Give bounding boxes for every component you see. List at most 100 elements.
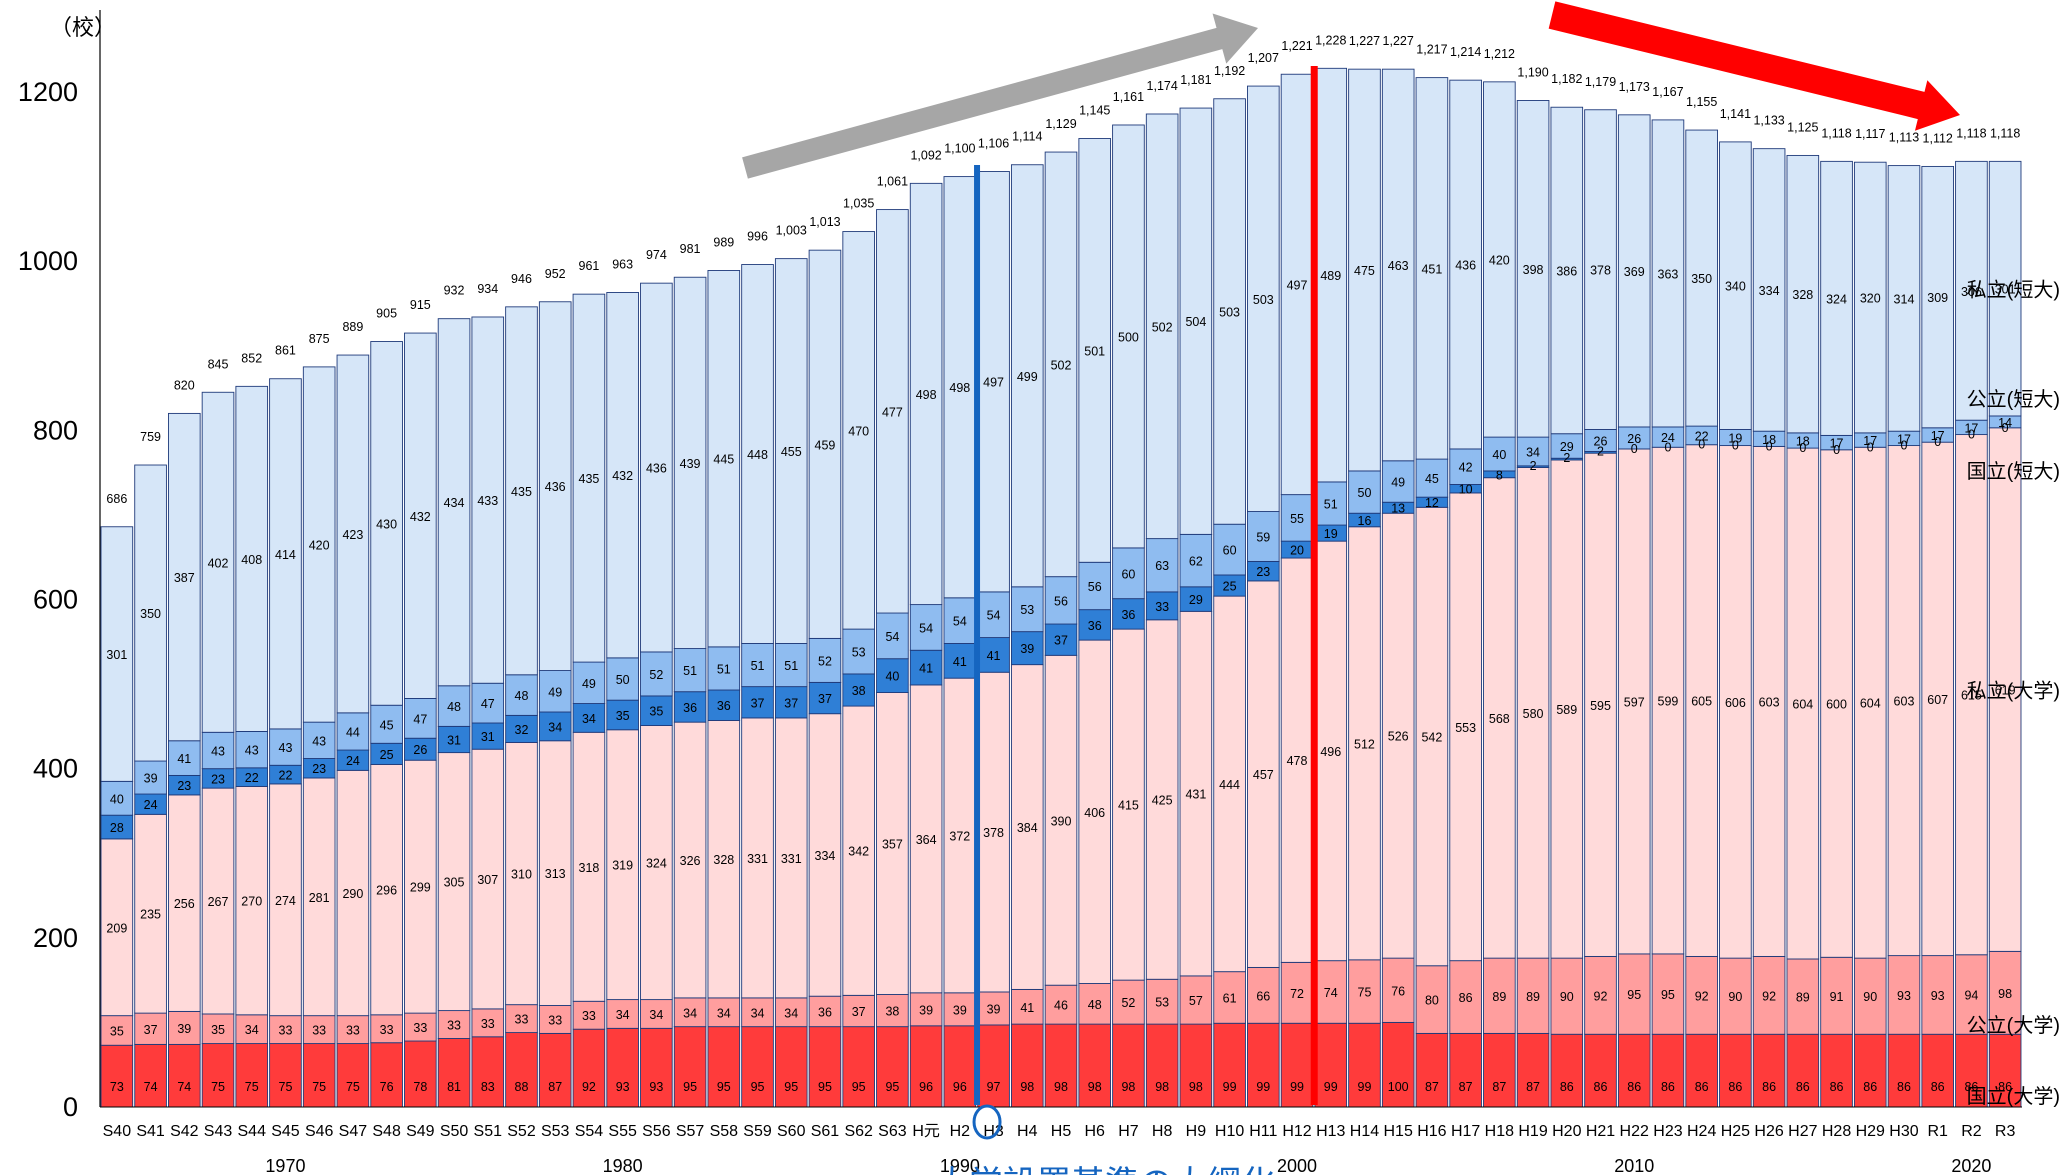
- segment-label: 75: [279, 1080, 293, 1094]
- bar-segment: [1415, 965, 1449, 1034]
- segment-label: 498: [949, 381, 970, 395]
- segment-label: 87: [548, 1080, 562, 1094]
- segment-label: 95: [683, 1080, 697, 1094]
- x-tick-label: S48: [372, 1123, 401, 1140]
- bar-segment: [1314, 1022, 1348, 1108]
- bar-segment: [404, 332, 437, 699]
- bar-segment: [1685, 1033, 1718, 1108]
- total-label: 1,100: [944, 142, 975, 156]
- segment-label: 98: [1189, 1080, 1203, 1094]
- bar-segment: [370, 1042, 403, 1108]
- bar-segment: [1820, 160, 1853, 436]
- total-label: 1,114: [1012, 130, 1042, 144]
- segment-label: 526: [1388, 730, 1409, 744]
- bar-segment: [808, 637, 842, 683]
- bar-group: [640, 282, 673, 1108]
- segment-label: 24: [144, 798, 158, 812]
- segment-label: 23: [312, 762, 326, 776]
- x-tick-label: H20: [1552, 1123, 1581, 1140]
- segment-label: 26: [1594, 434, 1608, 448]
- bar-segment: [943, 597, 977, 644]
- bar-segment: [1853, 957, 1887, 1035]
- segment-label: 50: [616, 673, 630, 687]
- segment-label: 34: [717, 1006, 731, 1020]
- segment-label: 35: [616, 709, 630, 723]
- segment-label: 34: [683, 1006, 697, 1020]
- bar-segment: [1415, 77, 1449, 460]
- bar-segment: [235, 385, 269, 732]
- x-tick-label: S52: [507, 1123, 536, 1140]
- segment-label: 52: [649, 668, 663, 682]
- bar-segment: [1010, 988, 1044, 1025]
- bar-segment: [943, 992, 977, 1027]
- bar-group: [606, 292, 639, 1108]
- bar-segment: [1348, 959, 1381, 1024]
- segment-label: 36: [818, 1005, 832, 1019]
- segment-label: 18: [1796, 434, 1810, 448]
- bar-segment: [538, 301, 572, 671]
- bar-segment: [134, 813, 167, 1014]
- x-tick-label: H22: [1620, 1123, 1649, 1140]
- bar-segment: [1044, 151, 1078, 578]
- segment-label: 99: [1256, 1080, 1270, 1094]
- segment-label: 31: [481, 730, 495, 744]
- segment-label: 435: [511, 485, 532, 499]
- bar-segment: [100, 838, 134, 1017]
- bar-segment: [606, 292, 639, 659]
- segment-label: 33: [481, 1017, 495, 1031]
- segment-label: 55: [1290, 512, 1304, 526]
- segment-label: 235: [140, 908, 161, 922]
- bar-segment: [134, 1043, 167, 1108]
- segment-label: 29: [1560, 440, 1574, 454]
- bar-segment: [471, 748, 505, 1010]
- bar-segment: [1247, 580, 1280, 968]
- bar-segment: [808, 1026, 842, 1108]
- bar-segment: [1348, 470, 1381, 514]
- bar-segment: [606, 729, 639, 1001]
- segment-label: 86: [1964, 1080, 1978, 1094]
- segment-label: 342: [848, 845, 869, 859]
- segment-label: 17: [1964, 421, 1978, 435]
- segment-label: 504: [1185, 315, 1206, 329]
- bar-group: [134, 464, 167, 1108]
- segment-label: 463: [1388, 259, 1409, 273]
- bar-segment: [640, 282, 673, 653]
- segment-label: 477: [882, 405, 903, 419]
- segment-label: 40: [110, 792, 124, 806]
- bar-segment: [1381, 1021, 1415, 1108]
- bar-segment: [168, 794, 201, 1012]
- segment-label: 499: [1017, 370, 1038, 384]
- bar-segment: [1044, 1023, 1078, 1108]
- segment-label: 501: [1084, 344, 1105, 358]
- x-axis: S40 S41 S42 S43 S44 S45 S46 S47 S48 S49 S50 S51 S52 S…: [100, 1106, 2022, 1175]
- total-label: 996: [747, 230, 768, 244]
- bar-segment: [1887, 165, 1921, 432]
- segment-label: 54: [953, 615, 967, 629]
- segment-label: 310: [511, 868, 532, 882]
- segment-label: 436: [646, 462, 667, 476]
- segment-label: 603: [1759, 695, 1780, 709]
- segment-label: 604: [1792, 698, 1813, 712]
- segment-label: 296: [376, 884, 397, 898]
- segment-label: 319: [612, 859, 633, 873]
- bar-segment: [134, 760, 167, 795]
- segment-label: 209: [106, 921, 127, 935]
- bar-segment: [269, 783, 302, 1017]
- bar-segment: [1752, 955, 1786, 1035]
- segment-label: 47: [413, 712, 427, 726]
- segment-label: 92: [582, 1080, 596, 1094]
- total-label: 1,061: [877, 175, 908, 189]
- segment-label: 420: [309, 539, 330, 553]
- bar-segment: [1179, 1023, 1213, 1108]
- bar-segment: [1010, 664, 1044, 990]
- bar-segment: [201, 787, 235, 1015]
- segment-label: 17: [1863, 434, 1877, 448]
- x-tick-label: S46: [305, 1123, 334, 1140]
- x-tick-label: H25: [1721, 1123, 1750, 1140]
- segment-label: 19: [1728, 432, 1742, 446]
- segment-label: 496: [1320, 745, 1341, 759]
- bar-segment: [1348, 68, 1381, 472]
- bar-segment: [876, 209, 909, 614]
- segment-label: 29: [1189, 593, 1203, 607]
- bar-segment: [1247, 511, 1280, 562]
